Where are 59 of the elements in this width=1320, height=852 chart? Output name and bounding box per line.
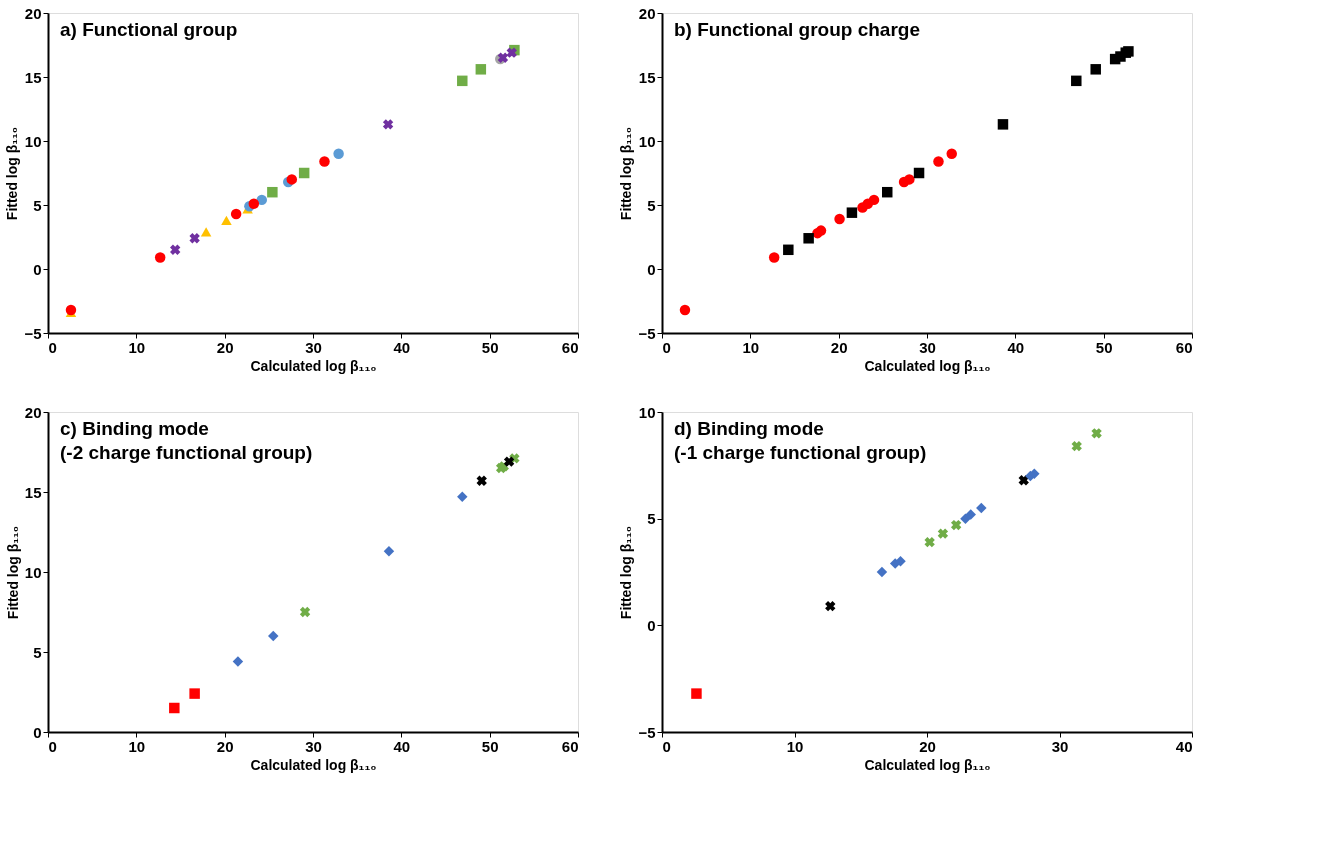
y-axis-title: Fitted log β₁₁₀ <box>618 525 635 620</box>
y-tick-label: 10 <box>638 132 656 150</box>
y-tick-label: 10 <box>24 132 42 150</box>
x-tick-label: 30 <box>305 737 322 755</box>
x-axis-title: Calculated log β₁₁₀ <box>864 756 991 773</box>
x-tick-label: 10 <box>128 338 146 356</box>
x-tick-label: 50 <box>481 737 499 755</box>
y-tick-label: −5 <box>24 324 42 342</box>
x-tick-label: 40 <box>1007 338 1025 356</box>
y-tick-label: 20 <box>24 403 42 421</box>
x-tick-label: 20 <box>830 338 848 356</box>
y-tick-label: 0 <box>647 616 656 634</box>
x-tick-label: 60 <box>1175 338 1193 356</box>
x-tick-label: 30 <box>919 338 936 356</box>
y-tick-label: 15 <box>24 483 42 501</box>
x-tick-label: 50 <box>481 338 499 356</box>
y-axis-title: Fitted log β₁₁₀ <box>618 126 635 221</box>
x-axis-title: Calculated log β₁₁₀ <box>250 756 377 773</box>
x-tick-label: 10 <box>786 737 804 755</box>
y-tick-label: 20 <box>638 4 656 22</box>
y-axis-title: Fitted log β₁₁₀ <box>4 525 21 620</box>
y-tick-label: 10 <box>24 563 42 581</box>
y-tick-label: 15 <box>638 68 656 86</box>
x-tick-label: 10 <box>742 338 760 356</box>
x-tick-label: 40 <box>393 338 411 356</box>
y-axis-title: Fitted log β₁₁₀ <box>4 126 21 221</box>
y-tick-label: 5 <box>33 643 42 661</box>
text: d) Binding mode (-1 charge functional group) <box>674 418 927 463</box>
y-tick-label: −5 <box>638 324 656 342</box>
y-tick-label: 5 <box>647 196 656 214</box>
y-tick-label: 0 <box>33 723 42 741</box>
y-tick-label: 0 <box>647 260 656 278</box>
x-tick-label: 40 <box>1175 737 1193 755</box>
x-axis-title: Calculated log β₁₁₀ <box>864 357 991 374</box>
x-tick-label: 30 <box>1051 737 1069 755</box>
y-tick-label: 20 <box>24 4 42 22</box>
x-tick-label: 10 <box>128 737 146 755</box>
x-tick-label: 20 <box>919 737 936 755</box>
y-tick-label: −5 <box>638 723 656 741</box>
chart-title: a) Functional group <box>60 19 238 40</box>
x-tick-label: 20 <box>216 338 234 356</box>
x-tick-label: 30 <box>305 338 322 356</box>
x-tick-label: 0 <box>48 737 57 755</box>
y-tick-label: 15 <box>24 68 42 86</box>
x-tick-label: 20 <box>216 737 234 755</box>
x-tick-label: 0 <box>662 737 671 755</box>
y-tick-label: 0 <box>33 260 42 278</box>
x-tick-label: 50 <box>1095 338 1113 356</box>
text: c) Binding mode (-2 charge functional group) <box>60 418 313 463</box>
x-axis-title: Calculated log β₁₁₀ <box>250 357 377 374</box>
y-tick-label: 5 <box>33 196 42 214</box>
x-tick-label: 60 <box>561 737 579 755</box>
y-tick-label: 10 <box>638 403 656 421</box>
y-tick-label: 5 <box>647 510 656 528</box>
x-tick-label: 40 <box>393 737 411 755</box>
x-tick-label: 60 <box>561 338 579 356</box>
x-tick-label: 0 <box>48 338 57 356</box>
chart-title: b) Functional group charge <box>674 19 920 40</box>
x-tick-label: 0 <box>662 338 671 356</box>
